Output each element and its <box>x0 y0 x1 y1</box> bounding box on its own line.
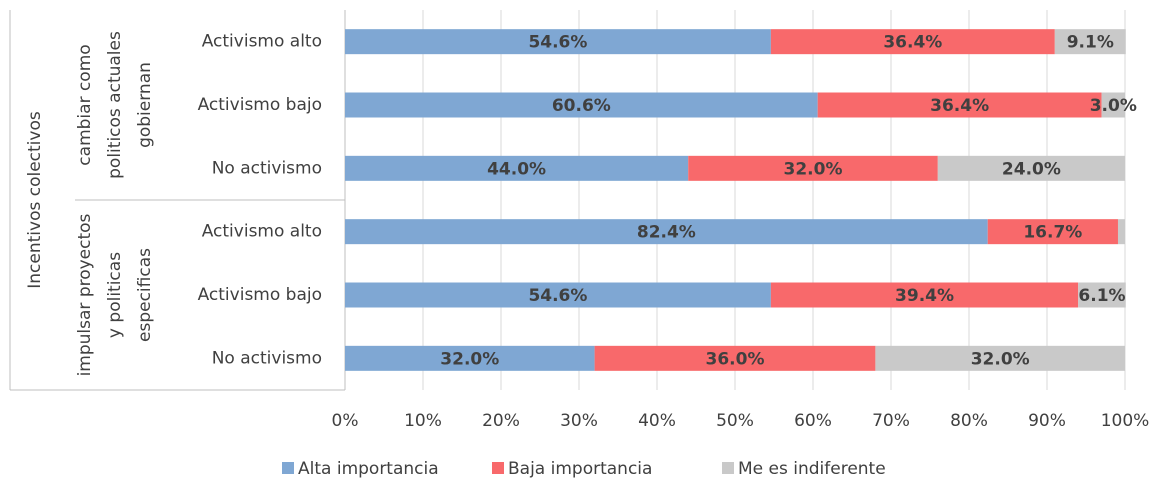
legend-label: Me es indiferente <box>738 459 886 479</box>
data-label: 6.1% <box>1078 286 1125 306</box>
group-label: especificas <box>135 248 155 342</box>
bar-segment <box>688 155 938 181</box>
x-tick-label: 80% <box>950 411 988 431</box>
bar-segment <box>345 155 689 181</box>
x-tick-label: 50% <box>716 411 754 431</box>
legend-label: Alta importancia <box>298 459 439 479</box>
data-label: 3.0% <box>1090 96 1137 116</box>
bar-segment <box>345 29 771 55</box>
bar-segment <box>1101 92 1125 118</box>
bar-segment <box>345 345 595 371</box>
group-label: politicos actuales <box>105 31 125 179</box>
data-label: 24.0% <box>1002 159 1061 179</box>
group-label: cambiar como <box>75 44 95 165</box>
group-label: impulsar proyectos <box>75 213 95 376</box>
data-label: 44.0% <box>487 159 546 179</box>
bar-segment <box>1054 29 1126 55</box>
data-label: 54.6% <box>528 33 587 53</box>
y-tick-label: Activismo alto <box>202 32 322 52</box>
data-label: 9.1% <box>1067 33 1114 53</box>
x-tick-label: 100% <box>1101 411 1150 431</box>
x-tick-label: 60% <box>794 411 832 431</box>
bar-segment <box>1117 219 1125 245</box>
y-tick-label: No activismo <box>212 158 322 178</box>
group-label: gobiernan <box>135 62 155 148</box>
data-label: 32.0% <box>784 159 843 179</box>
bar-segment <box>1078 282 1126 308</box>
legend-swatch <box>492 462 504 474</box>
bar-segment <box>987 219 1118 245</box>
bar-segment <box>594 345 876 371</box>
data-label: 16.7% <box>1023 223 1082 243</box>
x-tick-label: 30% <box>560 411 598 431</box>
bar-segment <box>875 345 1125 371</box>
bar-segment <box>345 92 818 118</box>
bar-segment <box>770 282 1079 308</box>
legend-label: Baja importancia <box>508 459 652 479</box>
x-tick-label: 90% <box>1028 411 1066 431</box>
data-label: 54.6% <box>528 286 587 306</box>
bar-segment <box>345 219 988 245</box>
data-label: 32.0% <box>971 349 1030 369</box>
bar-segment <box>817 92 1102 118</box>
bar-segment <box>345 282 771 308</box>
data-label: 32.0% <box>440 349 499 369</box>
data-label: 36.4% <box>930 96 989 116</box>
x-tick-label: 0% <box>332 411 359 431</box>
x-tick-label: 20% <box>482 411 520 431</box>
data-label: 36.4% <box>883 33 942 53</box>
legend-swatch <box>722 462 734 474</box>
legend-swatch <box>282 462 294 474</box>
x-tick-label: 40% <box>638 411 676 431</box>
data-label: 39.4% <box>895 286 954 306</box>
group-axis-label: Incentivos colectivos <box>25 111 45 289</box>
group-label: y politicas <box>105 252 125 338</box>
data-label: 36.0% <box>706 349 765 369</box>
y-tick-label: Activismo bajo <box>198 95 322 115</box>
x-tick-label: 70% <box>872 411 910 431</box>
x-tick-label: 10% <box>404 411 442 431</box>
y-tick-label: Activismo alto <box>202 222 322 242</box>
bar-segment <box>770 29 1055 55</box>
bar-segment <box>937 155 1125 181</box>
y-tick-label: No activismo <box>212 348 322 368</box>
data-label: 82.4% <box>637 223 696 243</box>
data-label: 60.6% <box>552 96 611 116</box>
y-tick-label: Activismo bajo <box>198 285 322 305</box>
